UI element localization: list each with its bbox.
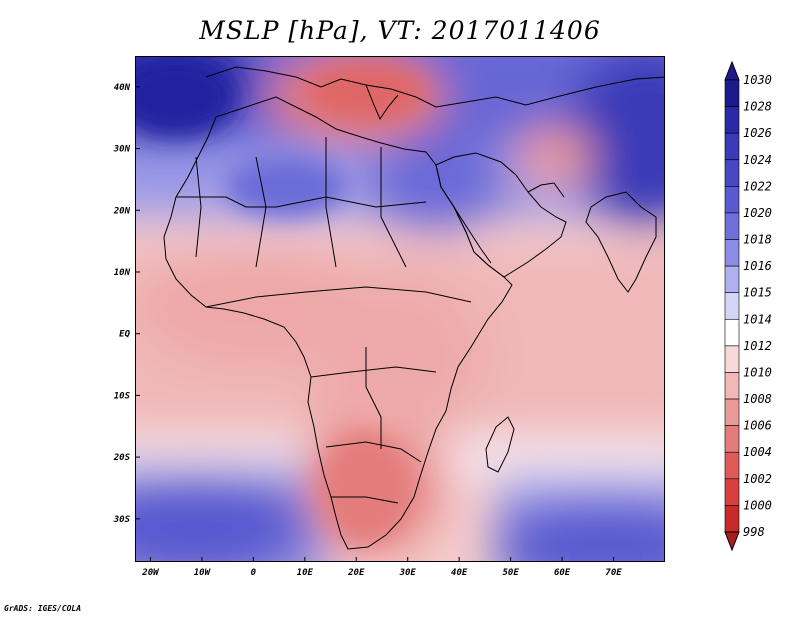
border-6 <box>331 496 399 504</box>
colorbar-label: 1000 <box>743 498 772 512</box>
longitude-ticks: 20W 10W 0 10E 20E 30E 40E 50E 60E 70E <box>141 557 622 578</box>
colorbar: 1030 1028 1026 1024 1022 1020 1018 1016 1015 1014… <box>724 60 772 552</box>
lon-tick-label: 0 <box>251 568 257 578</box>
border-7 <box>365 347 382 449</box>
coastlines <box>163 66 664 550</box>
colorbar-segment <box>724 425 740 453</box>
border-3 <box>205 286 472 308</box>
italy-greece <box>365 84 399 121</box>
arabia-coast <box>435 152 567 278</box>
pressure-map <box>135 56 665 562</box>
latitude-ticks: 40N 30N 20N 10N EQ 10S 20S 30S <box>113 83 140 525</box>
colorbar-segment <box>724 239 740 267</box>
pressure-field-detail <box>136 57 426 542</box>
colorbar-label: 1004 <box>743 445 772 459</box>
colorbar-segment <box>724 451 740 480</box>
pressure-field <box>136 57 664 561</box>
colorbar-label: 1006 <box>743 419 772 433</box>
colorbar-segment <box>724 265 740 294</box>
colorbar-segment <box>724 106 740 134</box>
map-canvas <box>136 57 664 561</box>
colorbar-label: 1024 <box>743 153 772 167</box>
lat-tick-label: 40N <box>114 83 131 93</box>
map-title: MSLP [hPa], VT: 2017011406 <box>199 16 601 45</box>
india-coast <box>585 191 657 293</box>
lon-tick-label: 20E <box>347 568 365 578</box>
red-sea <box>453 206 492 264</box>
colorbar-label: 998 <box>743 525 765 539</box>
lat-tick-label: 20S <box>113 453 131 463</box>
lat-tick-label: 10N <box>114 268 131 278</box>
lat-tick-label: 30S <box>113 515 131 525</box>
lon-tick-label: 60E <box>554 568 571 578</box>
colorbar-segment <box>724 186 740 214</box>
colorbar-label: 1028 <box>743 100 772 114</box>
lat-tick-label: EQ <box>119 330 130 340</box>
colorbar-segment <box>724 159 740 187</box>
lon-tick-label: 10W <box>194 568 212 578</box>
border-1 <box>176 196 427 208</box>
credit-label: GrADS: IGES/COLA <box>4 604 82 613</box>
colorbar-label: 1002 <box>743 472 772 486</box>
lon-tick-label: 70E <box>605 568 622 578</box>
colorbar-label: 1012 <box>743 339 772 353</box>
colorbar-segment <box>724 318 740 347</box>
colorbar-label: 1020 <box>743 206 772 220</box>
madagascar-coast <box>485 416 515 473</box>
colorbar-label: 1015 <box>743 286 772 300</box>
colorbar-label: 1018 <box>743 233 772 247</box>
border-5 <box>325 441 422 463</box>
lon-tick-label: 50E <box>502 568 519 578</box>
colorbar-label: 1016 <box>743 259 772 273</box>
lat-tick-label: 10S <box>114 391 131 401</box>
colorbar-segment <box>724 345 740 373</box>
colorbar-segment <box>724 372 740 400</box>
colorbar-segment <box>724 212 740 240</box>
colorbar-bottom-arrow <box>724 531 740 552</box>
colorbar-segment <box>724 132 740 161</box>
persian-gulf <box>527 182 565 198</box>
colorbar-label: 1030 <box>743 73 772 87</box>
colorbar-label: 1026 <box>743 126 772 140</box>
colorbar-label: 1014 <box>743 312 772 326</box>
lon-tick-label: 40E <box>451 568 468 578</box>
europe-coast <box>205 66 664 108</box>
lon-tick-label: 20W <box>141 568 160 578</box>
border-2 <box>195 137 407 268</box>
colorbar-segment <box>724 292 740 320</box>
colorbar-top-arrow <box>724 60 740 81</box>
colorbar-label: 1010 <box>743 365 772 379</box>
lon-tick-label: 10E <box>297 568 314 578</box>
colorbar-segment <box>724 505 740 533</box>
lon-tick-label: 30E <box>399 568 417 578</box>
colorbar-segment <box>724 79 740 107</box>
border-4 <box>310 366 437 378</box>
colorbar-label: 1008 <box>743 392 772 406</box>
colorbar-segment <box>724 398 740 426</box>
lat-tick-label: 30N <box>113 145 131 155</box>
lat-tick-label: 20N <box>113 206 131 216</box>
colorbar-segment <box>724 478 740 506</box>
colorbar-label: 1022 <box>743 179 772 193</box>
